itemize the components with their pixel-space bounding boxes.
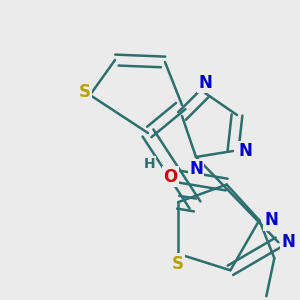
Text: S: S [172,255,184,273]
Text: S: S [79,83,91,101]
Text: N: N [238,142,252,160]
Text: O: O [164,167,178,185]
Text: N: N [264,211,278,229]
Text: H: H [144,157,155,171]
Text: N: N [198,74,212,92]
Text: N: N [281,233,295,251]
Text: N: N [189,160,203,178]
